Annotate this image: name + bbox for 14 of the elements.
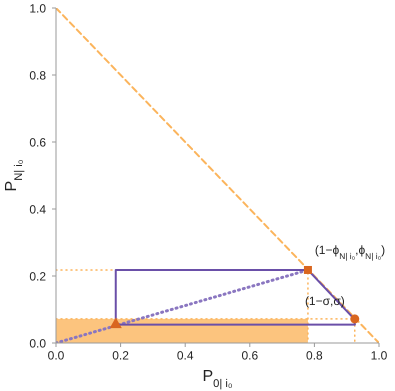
y-tick-label: 0.6 (29, 135, 46, 150)
y-tick-label: 0.8 (29, 68, 46, 82)
annotation: (1−ϕ$_{N| i₀}$,ϕ$_{N| i₀}$) (314, 242, 386, 261)
x-tick-label: 0.6 (241, 348, 258, 363)
x-tick-label: 0.8 (306, 348, 324, 363)
x-tick-label: 1.0 (370, 348, 388, 363)
x-tick-label: 0.0 (48, 348, 65, 363)
x-tick-label: 0.4 (176, 348, 194, 363)
x-tick-label: 0.2 (112, 348, 130, 363)
y-tick-label: 0.4 (29, 202, 46, 216)
y-tick-label: 1.0 (29, 1, 46, 16)
x-axis-title: P$_{0| i₀}$ (202, 368, 233, 390)
y-tick-label: 0.2 (29, 269, 46, 284)
y-tick-label: 0.0 (29, 336, 46, 350)
